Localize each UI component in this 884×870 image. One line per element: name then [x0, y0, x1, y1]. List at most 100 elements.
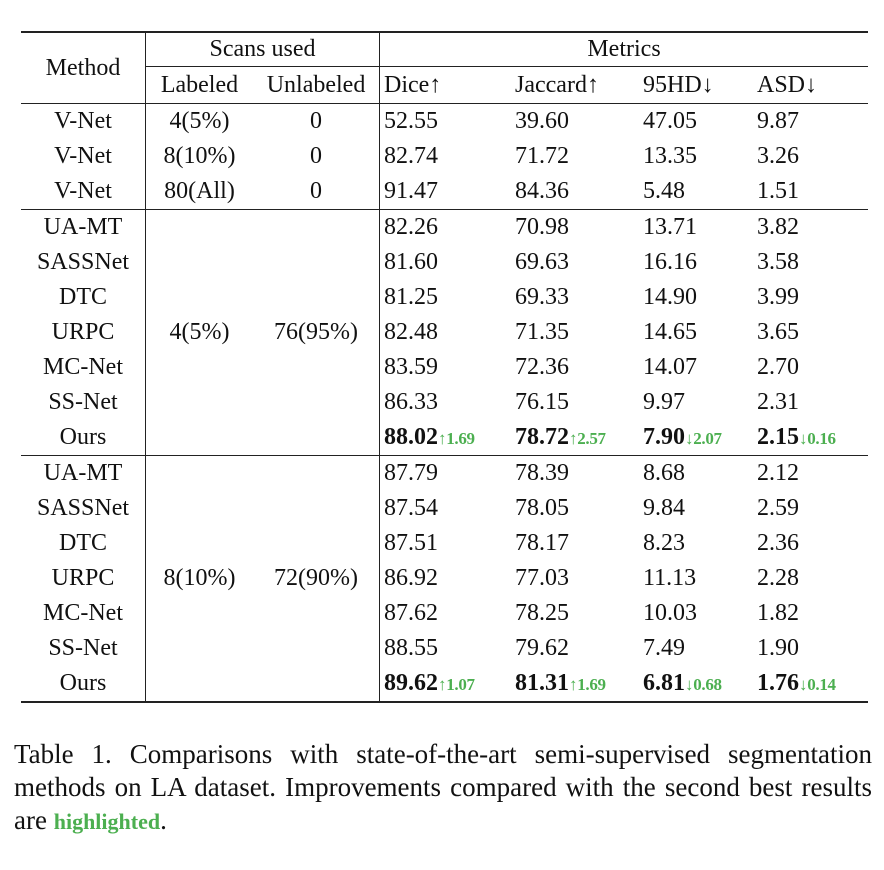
labeled-cell [145, 420, 253, 456]
method-cell: URPC [51, 319, 115, 345]
jaccard-cell: 72.36 [515, 354, 569, 380]
jaccard-cell: 78.72↑2.57 [515, 420, 643, 456]
hd95-cell-value: 7.90 [643, 424, 685, 450]
labeled-cell: 8(10%) [145, 139, 253, 174]
hd95-cell: 7.90↓2.07 [643, 420, 757, 456]
unlabeled-cell: 0 [310, 178, 322, 204]
dice-cell-improvement: ↑1.69 [438, 429, 475, 448]
header-metrics: Metrics [379, 31, 868, 67]
hd95-cell-improvement: ↓0.68 [685, 675, 722, 694]
dice-cell: 52.55 [379, 103, 515, 139]
method-cell: UA-MT [21, 209, 146, 245]
labeled-cell [145, 385, 253, 420]
asd-cell: 3.58 [757, 249, 799, 275]
labeled-cell [145, 491, 253, 526]
table-row: V-Net 8(10%) 0 82.74 71.72 13.35 3.26 [21, 139, 868, 174]
header-scans-used: Scans used [145, 31, 380, 67]
jaccard-cell: 77.03 [515, 565, 569, 591]
labeled-cell [145, 280, 253, 315]
hd95-cell: 6.81↓0.68 [643, 666, 757, 703]
table-row: V-Net 80(All) 0 91.47 84.36 5.48 1.51 [21, 174, 868, 210]
jaccard-cell: 78.25 [515, 600, 569, 626]
unlabeled-cell: 0 [310, 143, 322, 169]
hd95-cell: 8.23 [643, 530, 685, 556]
jaccard-cell: 81.31↑1.69 [515, 666, 643, 703]
asd-cell: 1.76↓0.14 [757, 666, 868, 703]
method-cell: Ours [59, 424, 107, 450]
labeled-cell: 4(5%) [145, 103, 253, 139]
asd-cell: 9.87 [757, 103, 868, 139]
dice-cell: 81.25 [379, 280, 515, 315]
asd-cell: 2.28 [757, 565, 799, 591]
hd95-cell-improvement: ↓2.07 [685, 429, 722, 448]
dice-cell: 82.26 [379, 209, 515, 245]
method-cell: MC-Net [43, 600, 123, 626]
unlabeled-cell [253, 209, 380, 245]
method-cell: MC-Net [43, 354, 123, 380]
hd95-cell: 13.35 [643, 143, 697, 169]
asd-cell: 1.90 [757, 635, 799, 661]
unlabeled-cell [253, 420, 380, 456]
method-cell: V-Net [54, 143, 112, 169]
table-row: URPC 8(10%) 72(90%) 86.92 77.03 11.13 2.28 [21, 561, 868, 596]
dice-cell: 82.74 [379, 139, 515, 174]
jaccard-cell: 69.63 [515, 249, 569, 275]
hd95-cell: 9.84 [643, 495, 685, 521]
asd-cell: 3.65 [757, 319, 799, 345]
jaccard-cell-value: 78.72 [515, 424, 569, 450]
unlabeled-cell [253, 350, 380, 385]
table-row-ours: Ours 88.02↑1.69 78.72↑2.57 7.90↓2.07 2.15↓0.… [21, 420, 868, 456]
labeled-cell [145, 526, 253, 561]
method-cell: SASSNet [36, 495, 130, 521]
unlabeled-cell: 0 [253, 103, 380, 139]
asd-cell: 3.99 [757, 284, 799, 310]
jaccard-cell: 71.35 [515, 319, 569, 345]
table-row: SS-Net 88.55 79.62 7.49 1.90 [21, 631, 868, 666]
unlabeled-cell [253, 385, 380, 420]
jaccard-cell: 78.17 [515, 530, 569, 556]
asd-cell: 1.51 [757, 178, 799, 204]
labeled-cell: 80(All) [145, 174, 253, 210]
jaccard-cell: 70.98 [515, 209, 643, 245]
hd95-cell-value: 6.81 [643, 670, 685, 696]
labeled-cell: 4(5%) [145, 315, 253, 350]
results-table: Method Scans used Metrics Labeled Unlabe… [21, 31, 868, 703]
asd-cell: 3.82 [757, 209, 868, 245]
table-row: MC-Net 87.62 78.25 10.03 1.82 [21, 596, 868, 631]
table-row: UA-MT 87.79 78.39 8.68 2.12 [21, 455, 868, 491]
unlabeled-cell: 76(95%) [274, 319, 358, 345]
jaccard-cell: 84.36 [515, 178, 569, 204]
method-cell: SASSNet [36, 249, 130, 275]
method-cell: DTC [59, 284, 107, 310]
table-row: MC-Net 83.59 72.36 14.07 2.70 [21, 350, 868, 385]
jaccard-cell: 71.72 [515, 143, 569, 169]
asd-cell-improvement: ↓0.16 [799, 429, 836, 448]
labeled-cell [145, 455, 253, 491]
unlabeled-cell [253, 245, 380, 280]
method-cell: V-Net [21, 103, 146, 139]
jaccard-cell: 76.15 [515, 389, 569, 415]
unlabeled-cell [253, 631, 380, 666]
jaccard-cell-improvement: ↑1.69 [569, 675, 606, 694]
asd-cell-value: 1.76 [757, 670, 799, 696]
dice-cell: 86.92 [379, 561, 515, 596]
jaccard-cell: 39.60 [515, 103, 643, 139]
hd95-cell: 16.16 [643, 249, 697, 275]
hd95-cell: 14.65 [643, 319, 697, 345]
asd-cell: 1.82 [757, 600, 799, 626]
dice-cell: 87.51 [379, 526, 515, 561]
dice-cell: 88.02↑1.69 [379, 420, 515, 456]
asd-cell: 3.26 [757, 143, 799, 169]
hd95-cell: 11.13 [643, 565, 697, 591]
labeled-cell [145, 596, 253, 631]
hd95-cell: 10.03 [643, 600, 697, 626]
header-unlabeled: Unlabeled [266, 71, 366, 98]
dice-cell: 86.33 [379, 385, 515, 420]
table-row: DTC 87.51 78.17 8.23 2.36 [21, 526, 868, 561]
asd-cell: 2.36 [757, 530, 799, 556]
labeled-cell [145, 666, 253, 703]
jaccard-cell: 79.62 [515, 635, 569, 661]
hd95-cell: 5.48 [643, 178, 685, 204]
hd95-cell: 8.68 [643, 455, 757, 491]
asd-cell-value: 2.15 [757, 424, 799, 450]
